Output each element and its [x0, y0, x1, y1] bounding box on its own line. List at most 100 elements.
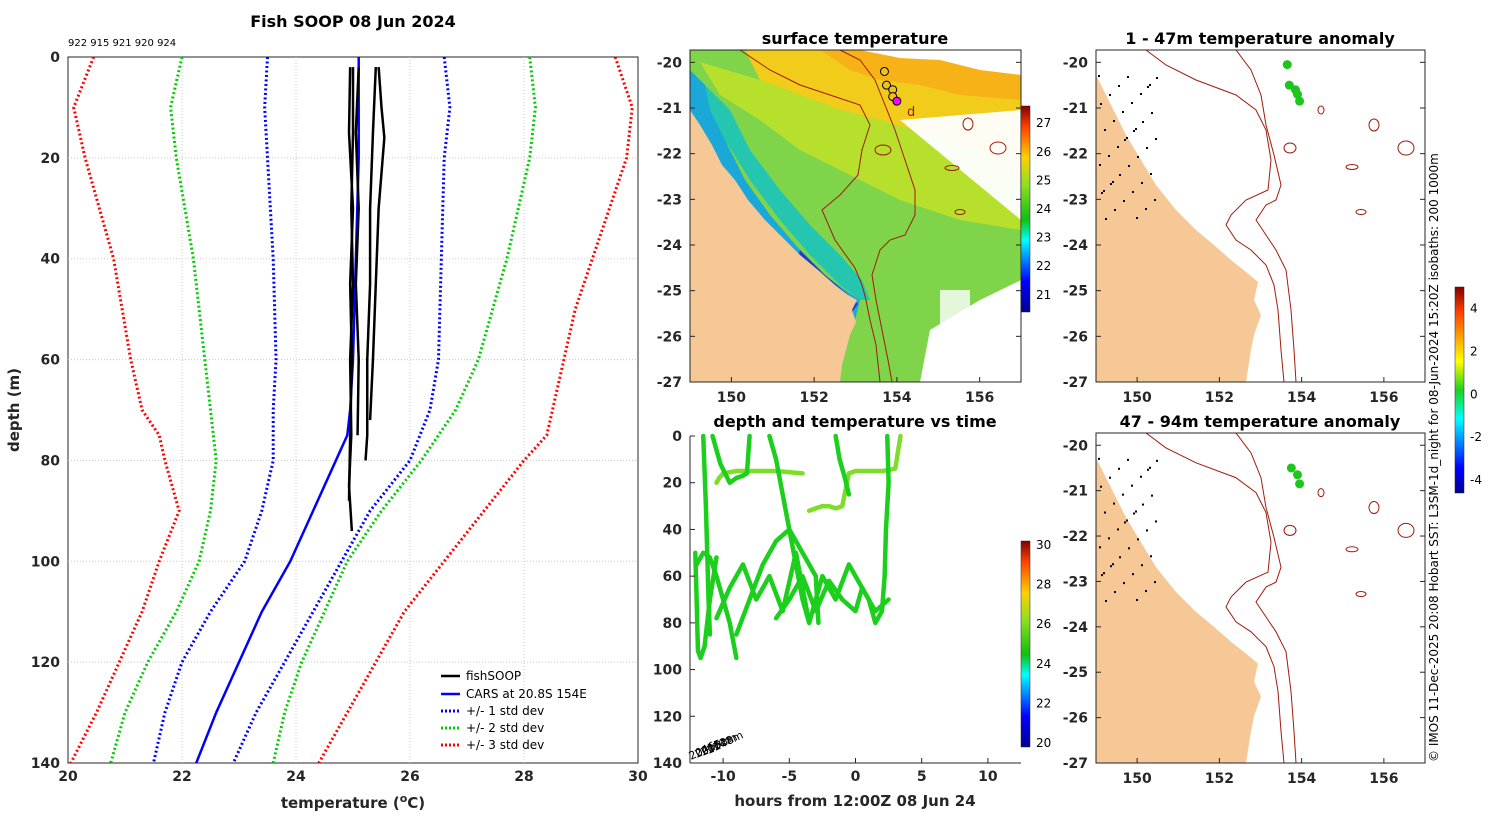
dt-colorbar-tick: 26 — [1036, 617, 1051, 631]
dt-plot-area — [690, 436, 1021, 763]
anom-reef-dot — [1132, 573, 1134, 576]
map-ytick: -20 — [1063, 55, 1089, 71]
anom-reef-dot — [1110, 565, 1112, 568]
anom-reef-dot — [1117, 146, 1119, 148]
map-xtick: 152 — [1205, 390, 1234, 406]
anom-reef-dot — [1146, 529, 1148, 532]
profile-ytick: 40 — [41, 252, 61, 268]
sst-colorbar-tick: 23 — [1036, 231, 1051, 245]
anom1-title: 1 - 47m temperature anomaly — [1125, 29, 1395, 48]
map-ytick: -23 — [1063, 574, 1088, 590]
profile-xtick: 20 — [58, 769, 78, 785]
map-xtick: 156 — [1369, 771, 1398, 787]
sst-colorbar-tick: 22 — [1036, 259, 1051, 273]
map-ytick: -26 — [1063, 329, 1088, 345]
map-xtick: 154 — [1287, 390, 1316, 406]
map-xtick: 156 — [1369, 390, 1398, 406]
anom-reef-dot — [1146, 147, 1148, 149]
anom1-point — [1293, 89, 1303, 99]
dt-track — [734, 527, 821, 637]
legend-label-fishsoop: fishSOOP — [466, 669, 521, 683]
profile-ytick: 120 — [31, 655, 60, 671]
anomaly-colorbar-tick: 4 — [1470, 301, 1478, 315]
profile-ytick: 140 — [31, 756, 60, 772]
anom-reef-dot — [1122, 493, 1124, 496]
anom-reef-dot — [1136, 217, 1138, 219]
anom-reef-dot — [1118, 85, 1120, 87]
dt-ytick: 100 — [653, 663, 682, 679]
side-credit-text: © IMOS 11-Dec-2025 20:08 Hobart SST: L3S… — [1427, 153, 1441, 762]
anom-reef-dot — [1128, 547, 1130, 550]
anom-land — [1096, 457, 1261, 763]
anom-reef-dot — [1141, 564, 1143, 567]
anom-reef-dot — [1142, 503, 1144, 506]
sst-station-marker — [892, 96, 902, 106]
anom-reef-dot — [1155, 520, 1157, 523]
anom-reef-dot — [1131, 484, 1133, 487]
anom-reef-dot — [1126, 519, 1128, 522]
profile-std-upper — [271, 56, 537, 764]
profile-ytick: 100 — [31, 554, 60, 570]
dt-track — [833, 433, 852, 497]
dt-track — [710, 433, 752, 485]
anom-reef-dot — [1110, 183, 1112, 185]
anom-reef-dot — [1147, 86, 1149, 88]
map-ytick: -27 — [657, 375, 682, 391]
anomaly-map-2: 47 - 94m temperature anomaly 150 152 154 15… — [1063, 412, 1426, 787]
anom-reef-dot — [1103, 572, 1105, 575]
anom-reef-dot — [1118, 467, 1120, 470]
legend-label-3std: +/- 3 std dev — [466, 738, 544, 752]
anom-isobath-200 — [1145, 50, 1285, 382]
anom-reef-dot — [1151, 112, 1153, 114]
anomaly-colorbar-tick: 0 — [1470, 387, 1478, 401]
profile-ytick: 80 — [41, 453, 61, 469]
map-ytick: -27 — [1063, 375, 1088, 391]
anomaly-colorbar-tick: -2 — [1470, 430, 1482, 444]
anom-reef-dot — [1105, 599, 1107, 602]
profile-std-lower — [69, 56, 181, 764]
anom2-frame — [1095, 432, 1426, 764]
anom-reef-dot — [1104, 511, 1106, 514]
anom-reef-dot — [1141, 182, 1143, 184]
anom-reef-dot — [1108, 155, 1110, 157]
anom-reef-dot — [1122, 111, 1124, 113]
profile-fishsoop-line — [368, 66, 386, 421]
profile-xlabel: temperature (oC) — [281, 792, 425, 812]
profile-xtick: 22 — [172, 769, 191, 785]
dt-track — [700, 433, 713, 637]
anom-seamount — [1283, 142, 1297, 154]
anom-reef-dot — [1149, 466, 1151, 469]
anom-reef-dot — [1140, 93, 1142, 95]
anom-isobath-1000 — [1235, 50, 1297, 382]
anom-reef-dot — [1154, 581, 1156, 584]
anom-reef-dot — [1142, 121, 1144, 123]
map-xtick: 154 — [1287, 771, 1316, 787]
dt-xtick: 10 — [978, 769, 998, 785]
anom-reef-dot — [1117, 528, 1119, 531]
sst-colorbar-ticks: 21 22 23 24 25 26 27 — [1036, 116, 1051, 302]
sst-title: surface temperature — [762, 29, 949, 48]
profile-fishsoop-line — [364, 67, 378, 461]
anom-reef-dot — [1101, 192, 1103, 194]
anom-reef-dot — [1135, 510, 1137, 513]
sst-cloud-gap-se — [920, 280, 1021, 382]
sst-colorbar-tick: 24 — [1036, 202, 1051, 216]
anom-seamount — [1368, 118, 1380, 132]
anom-reef-dot — [1112, 563, 1114, 566]
anom-reef-dot — [1151, 494, 1153, 497]
dt-ytick: 140 — [653, 756, 682, 772]
map-ytick: -23 — [657, 192, 682, 208]
anom-reef-dot — [1123, 582, 1125, 585]
anom-seamount — [1368, 501, 1380, 515]
anom-reef-dot — [1119, 174, 1121, 176]
anom-reef-dot — [1150, 173, 1152, 175]
anom-seamount — [1283, 524, 1297, 536]
sst-colorbar-tick: 26 — [1036, 145, 1051, 159]
map-xtick: 150 — [1123, 390, 1152, 406]
profile-top-annotation: 922 915 921 920 924 — [68, 38, 176, 49]
anom-reef-dot — [1113, 502, 1115, 505]
profile-chart: Fish SOOP 08 Jun 2024 922 915 921 920 92… — [5, 12, 648, 812]
anomaly-colorbar-tick: 2 — [1470, 344, 1478, 358]
sst-station-marker — [879, 66, 889, 76]
anom-reef-dot — [1150, 555, 1152, 558]
